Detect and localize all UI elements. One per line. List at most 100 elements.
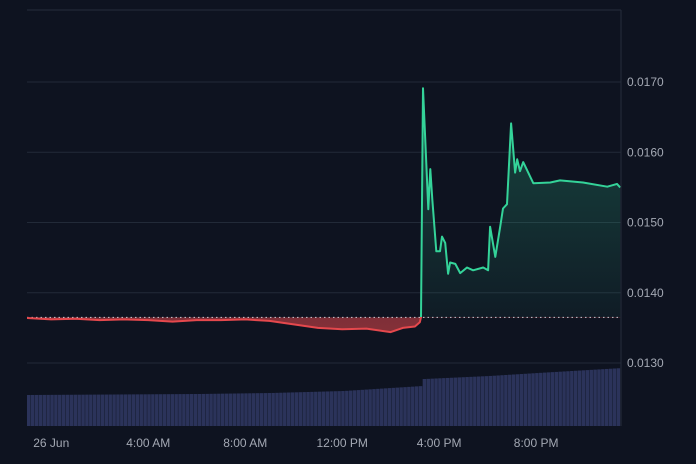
volume-bar xyxy=(314,391,318,426)
x-tick-label: 4:00 AM xyxy=(126,436,170,450)
volume-bar xyxy=(271,392,275,426)
volume-bar xyxy=(480,376,485,426)
volume-bar xyxy=(360,389,365,426)
volume-bar xyxy=(445,377,450,426)
volume-bar xyxy=(112,394,116,426)
volume-bar xyxy=(143,394,147,426)
volume-bar xyxy=(286,392,291,426)
volume-bar xyxy=(376,388,380,426)
volume-bar xyxy=(298,392,303,426)
volume-bar xyxy=(283,392,287,426)
volume-bar xyxy=(158,394,163,426)
volume-bar xyxy=(38,394,43,426)
volume-bar xyxy=(372,389,376,426)
volume-bar xyxy=(457,377,462,426)
volume-bar xyxy=(46,394,50,426)
volume-bar xyxy=(604,368,609,426)
volume-bar xyxy=(69,394,74,426)
volume-bar xyxy=(476,376,481,426)
volume-bar xyxy=(147,394,151,426)
volume-bar xyxy=(597,369,601,426)
volume-bar xyxy=(368,389,372,426)
volume-bar xyxy=(61,394,66,426)
volume-bar xyxy=(65,394,70,426)
volume-bar xyxy=(442,378,446,426)
volume-bar xyxy=(337,391,341,426)
volume-bar xyxy=(488,375,493,426)
volume-bar xyxy=(85,394,89,426)
volume-bar xyxy=(155,394,159,426)
volume-bar xyxy=(321,391,326,426)
volume-bar xyxy=(131,394,136,426)
y-tick-label: 0.0170 xyxy=(627,75,664,89)
volume-bar xyxy=(232,393,237,426)
volume-bar xyxy=(248,393,252,426)
volume-bar xyxy=(550,372,555,426)
volume-bar xyxy=(531,373,535,426)
volume-bar xyxy=(58,394,62,426)
x-tick-label: 8:00 PM xyxy=(514,436,559,450)
volume-bar xyxy=(380,388,384,426)
volume-bar xyxy=(174,394,178,426)
volume-bar xyxy=(616,368,621,426)
volume-bar xyxy=(546,372,551,426)
price-series xyxy=(27,87,621,334)
volume-bar xyxy=(542,372,547,426)
volume-bar xyxy=(310,391,314,426)
volume-bar xyxy=(492,375,496,426)
volume-bar xyxy=(73,394,78,426)
volume-bar xyxy=(589,369,593,426)
volume-bar xyxy=(306,391,310,426)
volume-bar xyxy=(411,386,415,426)
y-tick-label: 0.0150 xyxy=(627,216,664,230)
volume-bar xyxy=(151,394,155,426)
volume-bar xyxy=(519,374,524,426)
volume-bar xyxy=(89,394,93,426)
volume-bar xyxy=(364,389,368,426)
volume-bar xyxy=(209,393,213,426)
volume-bar xyxy=(166,394,171,426)
volume-bar xyxy=(593,369,597,426)
x-tick-label: 26 Jun xyxy=(33,436,69,450)
y-tick-label: 0.0140 xyxy=(627,286,664,300)
volume-bar xyxy=(418,386,423,426)
volume-bar xyxy=(228,393,233,426)
volume-bar xyxy=(469,376,473,426)
volume-bar xyxy=(96,394,101,426)
volume-bar xyxy=(395,387,400,426)
y-axis: 0.0170 0.0160 0.0150 0.0140 0.0130 xyxy=(627,75,664,370)
volume-bar xyxy=(77,394,81,426)
volume-bar xyxy=(255,393,260,426)
volume-bar xyxy=(500,375,504,426)
y-tick-label: 0.0130 xyxy=(627,356,664,370)
volume-bar xyxy=(461,377,465,426)
volume-bar xyxy=(434,378,438,426)
volume-bar xyxy=(182,394,186,426)
volume-bar xyxy=(345,390,349,426)
volume-bar xyxy=(139,394,143,426)
volume-bar xyxy=(504,374,508,426)
volume-bar xyxy=(267,393,271,426)
volume-bar xyxy=(453,377,458,426)
volume-bar xyxy=(201,393,206,426)
volume-bar xyxy=(508,374,512,426)
volume-bar xyxy=(81,394,85,426)
volume-bar xyxy=(135,394,140,426)
volume-bar xyxy=(279,392,283,426)
volume-bar xyxy=(387,388,392,426)
volume-bar xyxy=(473,376,477,426)
volume-bar xyxy=(224,393,229,426)
volume-bar xyxy=(558,371,562,426)
volume-bar xyxy=(34,394,39,426)
volume-bar xyxy=(562,371,566,426)
price-line-up xyxy=(420,87,621,317)
volume-bar xyxy=(236,393,240,426)
volume-bar xyxy=(527,373,531,426)
volume-bar xyxy=(197,393,202,426)
volume-bar xyxy=(608,368,613,426)
volume-bar xyxy=(27,395,31,426)
volume-bar xyxy=(348,390,353,426)
x-axis: 26 Jun 4:00 AM 8:00 AM 12:00 PM 4:00 PM 8:00 … xyxy=(33,436,558,450)
volume-bar xyxy=(612,368,617,426)
volume-bar xyxy=(259,393,264,426)
